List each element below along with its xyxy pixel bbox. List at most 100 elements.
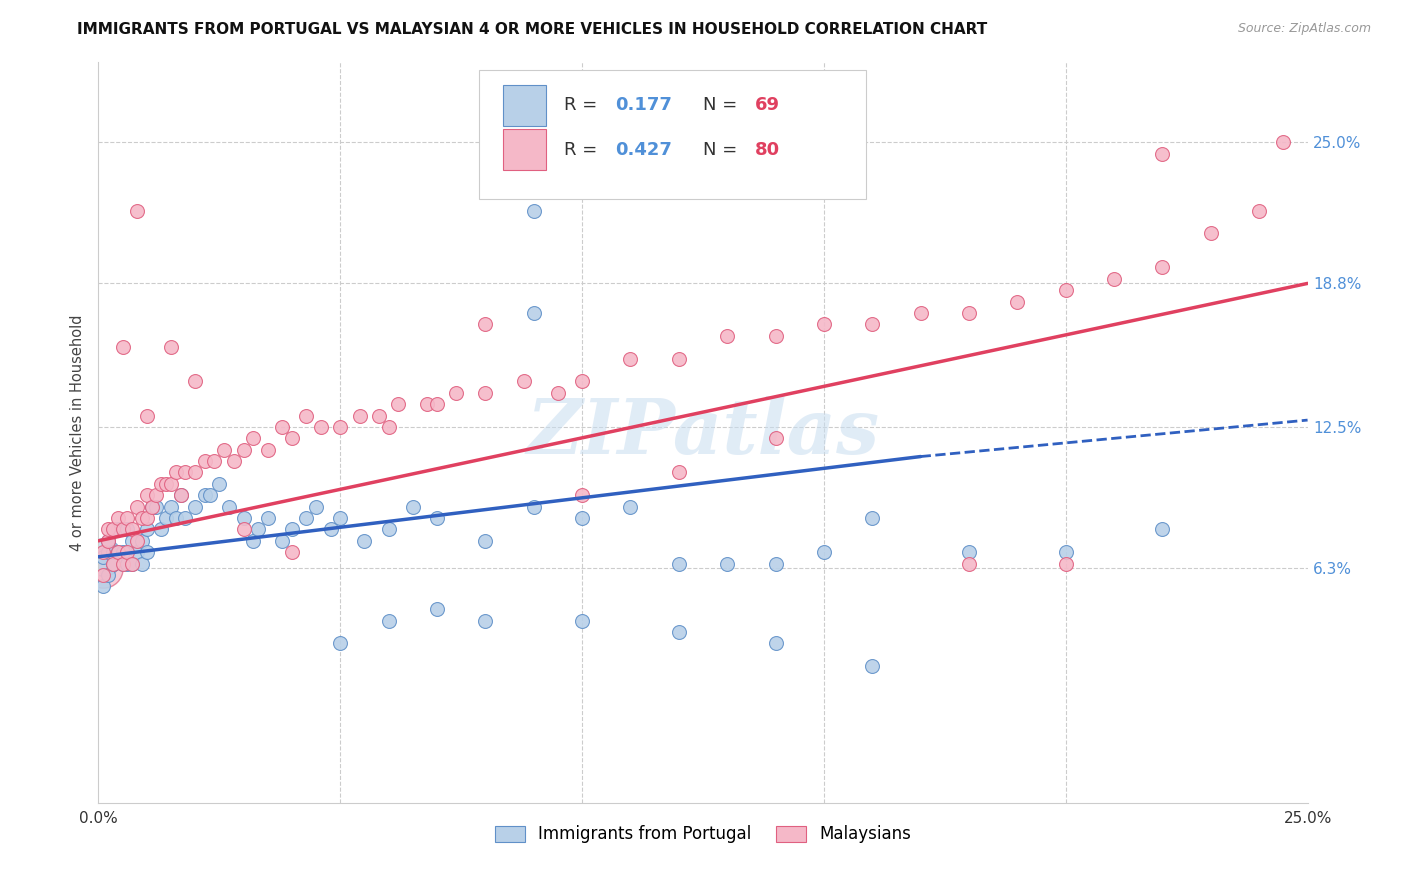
Text: 0.177: 0.177 xyxy=(614,96,672,114)
Point xyxy=(117,523,139,537)
Point xyxy=(387,397,409,411)
Point xyxy=(281,523,304,537)
FancyBboxPatch shape xyxy=(503,85,546,126)
Point xyxy=(131,511,153,525)
Point xyxy=(377,420,399,434)
Point xyxy=(135,409,157,423)
Point xyxy=(416,397,439,411)
Y-axis label: 4 or more Vehicles in Household: 4 or more Vehicles in Household xyxy=(70,314,86,551)
Point xyxy=(107,523,129,537)
Point xyxy=(349,409,371,423)
Point xyxy=(271,420,294,434)
Point xyxy=(271,533,294,548)
Point xyxy=(208,476,231,491)
Point xyxy=(523,203,546,218)
Point xyxy=(111,523,134,537)
Text: R =: R = xyxy=(564,96,603,114)
Point xyxy=(184,500,207,514)
Point xyxy=(131,533,153,548)
Point xyxy=(957,306,980,320)
Point xyxy=(426,602,449,616)
Text: R =: R = xyxy=(564,141,603,159)
Point xyxy=(1054,557,1077,571)
Point xyxy=(957,557,980,571)
Point xyxy=(319,523,342,537)
Point xyxy=(281,545,304,559)
Point xyxy=(295,511,318,525)
Point xyxy=(571,614,593,628)
Point xyxy=(150,476,173,491)
Text: N =: N = xyxy=(703,141,742,159)
Text: IMMIGRANTS FROM PORTUGAL VS MALAYSIAN 4 OR MORE VEHICLES IN HOUSEHOLD CORRELATIO: IMMIGRANTS FROM PORTUGAL VS MALAYSIAN 4 … xyxy=(77,22,987,37)
Point xyxy=(127,545,149,559)
Point xyxy=(127,533,149,548)
Point xyxy=(1007,294,1029,309)
Point xyxy=(446,385,468,400)
Point xyxy=(426,511,449,525)
Point xyxy=(910,306,932,320)
Point xyxy=(141,500,163,514)
Point xyxy=(111,545,134,559)
Point xyxy=(184,466,207,480)
Point xyxy=(218,500,240,514)
Point xyxy=(377,614,399,628)
Text: 0.427: 0.427 xyxy=(614,141,672,159)
Point xyxy=(91,579,114,593)
Point xyxy=(194,488,217,502)
Point xyxy=(141,500,163,514)
Point xyxy=(107,545,129,559)
Point xyxy=(222,454,245,468)
Point xyxy=(426,397,449,411)
Point xyxy=(860,659,883,673)
Point xyxy=(1199,227,1222,241)
Point xyxy=(860,511,883,525)
Point xyxy=(765,328,787,343)
Point xyxy=(117,511,139,525)
Point xyxy=(513,375,536,389)
Point xyxy=(232,511,254,525)
Point xyxy=(194,454,217,468)
Point xyxy=(145,500,167,514)
Point xyxy=(169,488,191,502)
Point xyxy=(765,431,787,445)
Text: 69: 69 xyxy=(755,96,780,114)
Point xyxy=(668,466,690,480)
Text: 80: 80 xyxy=(755,141,780,159)
Point xyxy=(232,523,254,537)
Point xyxy=(97,568,120,582)
Point xyxy=(1054,545,1077,559)
Point xyxy=(329,511,352,525)
Point xyxy=(368,409,391,423)
Point xyxy=(281,431,304,445)
Point xyxy=(160,500,183,514)
Point xyxy=(309,420,332,434)
Point xyxy=(765,636,787,650)
Point xyxy=(377,523,399,537)
Point xyxy=(668,624,690,639)
Point xyxy=(127,500,149,514)
Point xyxy=(765,557,787,571)
Point xyxy=(716,557,738,571)
Point xyxy=(329,636,352,650)
Point xyxy=(1152,523,1174,537)
Point xyxy=(1249,203,1271,218)
Point xyxy=(305,500,328,514)
Point xyxy=(247,523,270,537)
Point xyxy=(127,203,149,218)
Point xyxy=(474,385,496,400)
Point xyxy=(198,488,221,502)
Point xyxy=(402,500,425,514)
Point xyxy=(97,545,120,559)
FancyBboxPatch shape xyxy=(479,70,866,200)
Point xyxy=(547,385,569,400)
Point xyxy=(111,340,134,354)
Point xyxy=(135,545,157,559)
Point xyxy=(184,375,207,389)
Point xyxy=(155,476,177,491)
Point xyxy=(295,409,318,423)
Point xyxy=(523,500,546,514)
Point xyxy=(860,318,883,332)
Point xyxy=(571,375,593,389)
Point xyxy=(117,557,139,571)
Point xyxy=(523,306,546,320)
